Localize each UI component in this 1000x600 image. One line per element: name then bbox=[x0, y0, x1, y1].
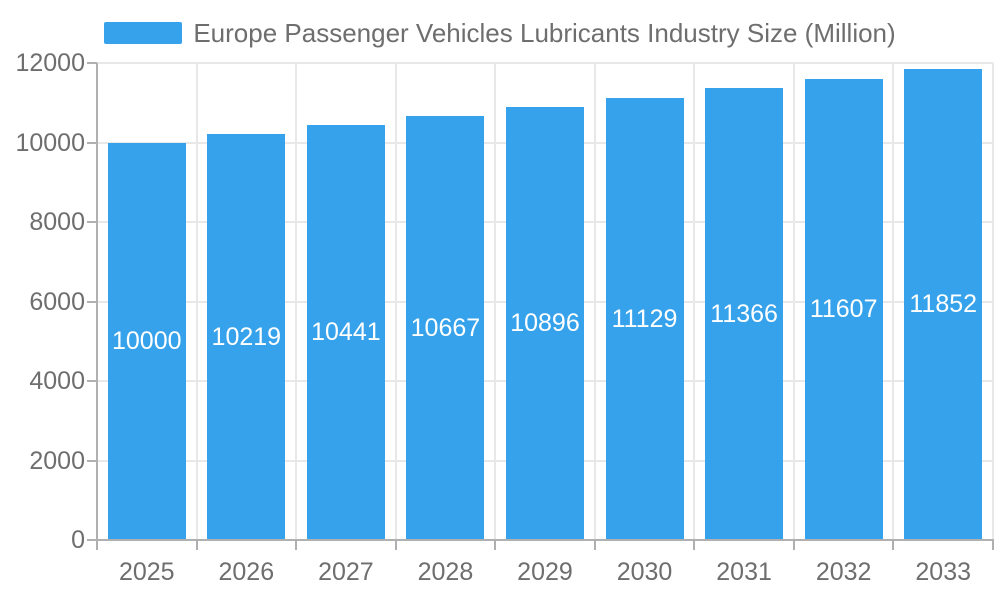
x-tick-mark bbox=[792, 540, 795, 550]
x-gridline bbox=[494, 63, 497, 540]
y-tick-label: 8000 bbox=[29, 208, 85, 236]
y-tick-mark bbox=[87, 141, 97, 144]
bar-2030 bbox=[605, 97, 684, 540]
bar-value-label: 11129 bbox=[611, 304, 678, 333]
x-tick-mark bbox=[593, 540, 596, 550]
legend-label: Europe Passenger Vehicles Lubricants Ind… bbox=[193, 17, 896, 48]
bar-value-label: 10000 bbox=[112, 327, 182, 356]
x-gridline bbox=[693, 63, 696, 540]
y-tick-mark bbox=[87, 539, 97, 541]
x-gridline bbox=[792, 63, 795, 540]
x-gridline bbox=[593, 63, 596, 540]
x-tick-mark bbox=[394, 540, 397, 550]
chart-legend: Europe Passenger Vehicles Lubricants Ind… bbox=[0, 18, 1000, 48]
x-tick-mark bbox=[892, 540, 895, 550]
x-gridline bbox=[394, 63, 397, 540]
bar-2026 bbox=[207, 133, 286, 540]
y-axis-line bbox=[96, 63, 98, 540]
bar-value-label: 11852 bbox=[909, 290, 978, 319]
bar-2032 bbox=[804, 78, 883, 540]
x-tick-label: 2025 bbox=[118, 558, 175, 586]
bar-2028 bbox=[406, 115, 485, 540]
bar-2029 bbox=[506, 106, 584, 540]
bar-value-label: 10219 bbox=[211, 322, 282, 351]
y-tick-label: 4000 bbox=[29, 367, 85, 395]
y-tick-mark bbox=[87, 221, 97, 223]
x-gridline bbox=[892, 63, 895, 540]
bar-value-label: 11607 bbox=[809, 295, 878, 324]
x-gridline bbox=[295, 63, 298, 540]
x-tick-mark bbox=[992, 540, 994, 550]
y-tick-mark bbox=[87, 380, 97, 382]
x-tick-label: 2030 bbox=[616, 558, 673, 586]
x-tick-label: 2028 bbox=[417, 558, 474, 586]
y-tick-label: 2000 bbox=[29, 446, 85, 475]
x-gridline bbox=[992, 63, 994, 540]
bar-value-label: 10441 bbox=[311, 318, 381, 347]
y-tick-mark bbox=[87, 300, 97, 303]
x-tick-label: 2031 bbox=[716, 558, 772, 586]
x-tick-mark bbox=[295, 540, 298, 550]
y-tick-label: 10000 bbox=[15, 128, 85, 157]
x-tick-label: 2032 bbox=[815, 558, 872, 586]
legend-swatch bbox=[104, 22, 183, 44]
x-gridline bbox=[195, 63, 198, 540]
bar-2031 bbox=[705, 88, 784, 540]
bar-value-label: 10896 bbox=[510, 309, 580, 338]
y-tick-label: 0 bbox=[71, 526, 85, 554]
x-tick-label: 2029 bbox=[517, 558, 573, 586]
bar-2027 bbox=[306, 124, 385, 540]
y-gridline bbox=[97, 62, 993, 64]
bar-2025 bbox=[107, 142, 186, 540]
x-tick-mark bbox=[693, 540, 696, 550]
y-tick-label: 6000 bbox=[29, 287, 85, 316]
x-tick-mark bbox=[195, 540, 198, 550]
x-tick-label: 2033 bbox=[915, 558, 972, 586]
bar-value-label: 11366 bbox=[710, 300, 778, 329]
y-tick-mark bbox=[87, 62, 97, 64]
y-tick-mark bbox=[87, 459, 97, 462]
bar-2033 bbox=[904, 68, 983, 540]
x-tick-mark bbox=[96, 540, 98, 550]
bar-value-label: 10667 bbox=[410, 313, 481, 342]
x-axis-line bbox=[96, 539, 994, 541]
x-tick-mark bbox=[494, 540, 497, 550]
y-tick-label: 12000 bbox=[15, 49, 85, 77]
x-tick-label: 2027 bbox=[318, 558, 374, 586]
x-tick-label: 2026 bbox=[218, 558, 275, 586]
